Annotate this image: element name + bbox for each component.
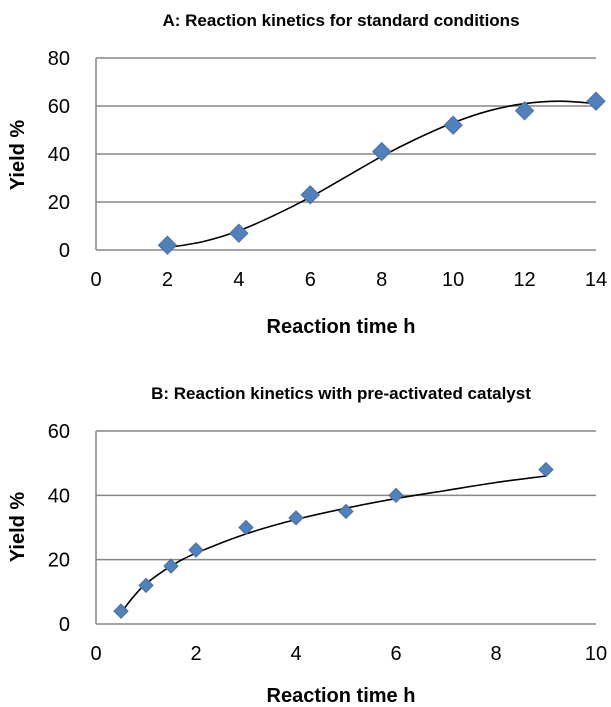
chart-b-x-tick-label: 10: [585, 643, 607, 665]
chart-b-y-axis-label: Yield %: [7, 492, 29, 563]
chart-a-x-tick-label: 6: [305, 269, 316, 291]
chart-b-data-point: [238, 519, 254, 536]
chart-b-data-point: [138, 577, 154, 594]
chart-a-data-point: [443, 115, 463, 135]
chart-a-data-point: [586, 91, 606, 111]
chart-b-x-tick-label: 0: [90, 643, 101, 665]
chart-a-y-tick-label: 0: [59, 240, 70, 262]
chart-a-y-tick-label: 20: [48, 192, 70, 214]
chart-a-data-point: [157, 235, 178, 255]
chart-a-x-tick-label: 0: [90, 269, 101, 291]
chart-a-data-point: [229, 223, 249, 243]
chart-a-title: A: Reaction kinetics for standard condit…: [162, 11, 519, 30]
chart-a-x-tick-label: 2: [162, 269, 173, 291]
chart-a-x-tick-label: 14: [585, 269, 607, 291]
chart-b-y-tick-label: 20: [48, 550, 70, 572]
chart-a-x-tick-label: 10: [442, 269, 464, 291]
chart-b-y-tick-label: 0: [59, 614, 70, 636]
chart-b-data-point: [388, 487, 404, 504]
chart-b-title: B: Reaction kinetics with pre-activated …: [151, 384, 531, 403]
chart-a-fit-curve: [167, 100, 597, 249]
chart-b-fit-curve: [120, 475, 547, 614]
chart-b-x-tick-label: 2: [190, 643, 201, 665]
chart-b-data-point: [113, 603, 129, 619]
chart-b-data-point: [338, 503, 354, 520]
chart-a-y-tick-label: 60: [48, 96, 70, 118]
chart-b-data-point: [163, 558, 179, 574]
chart-b-x-tick-label: 4: [290, 643, 301, 665]
chart-b-data-point: [188, 542, 204, 558]
chart-b-data-point: [538, 461, 554, 478]
chart-a-x-axis-label: Reaction time h: [267, 316, 416, 338]
chart-b-x-tick-label: 8: [490, 643, 501, 665]
chart-a-y-tick-label: 80: [48, 48, 70, 70]
chart-a-data-point: [514, 101, 535, 121]
chart-a-x-tick-label: 8: [376, 269, 387, 291]
chart-a-y-tick-label: 40: [48, 144, 70, 166]
chart-b: B: Reaction kinetics with pre-activated …: [7, 384, 607, 707]
chart-b-data-point: [288, 510, 304, 526]
chart-b-x-tick-label: 6: [390, 643, 401, 665]
chart-b-x-axis-label: Reaction time h: [267, 685, 416, 707]
chart-a-data-point: [372, 141, 392, 162]
chart-b-y-tick-label: 60: [48, 421, 70, 443]
chart-a: A: Reaction kinetics for standard condit…: [7, 11, 607, 338]
chart-a-x-tick-label: 4: [233, 269, 244, 291]
chart-a-y-axis-label: Yield %: [7, 120, 29, 191]
chart-a-x-tick-label: 12: [513, 269, 535, 291]
chart-a-data-point: [300, 185, 320, 205]
chart-b-y-tick-label: 40: [48, 485, 70, 507]
